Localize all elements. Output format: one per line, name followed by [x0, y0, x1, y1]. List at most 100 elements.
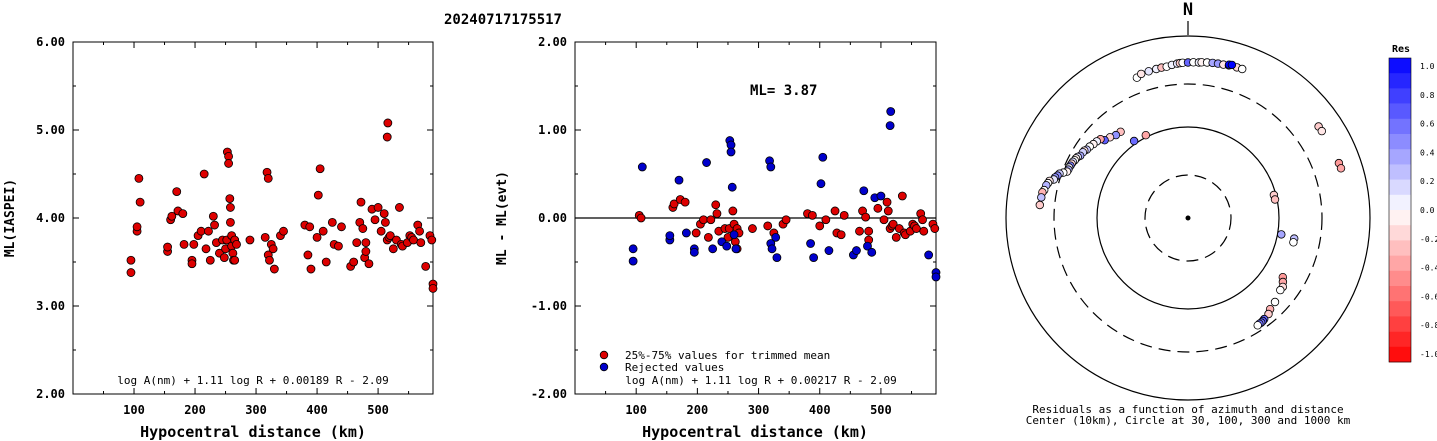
x-tick-label: 200 — [687, 403, 709, 417]
panel-ml-residual: -2.00 -1.00 0.00 1.00 2.00 100 200 300 400 500 M… — [495, 35, 941, 441]
data-point — [415, 226, 424, 236]
data-point — [912, 224, 921, 233]
data-point — [224, 159, 233, 168]
colorbar-cell — [1389, 58, 1411, 74]
legend-label-trimmed: 25%-75% values for trimmed mean — [625, 349, 830, 362]
circle-1000km — [1005, 35, 1371, 401]
data-point — [628, 244, 638, 254]
circle-100km — [1096, 126, 1280, 310]
data-point — [318, 226, 328, 236]
colorbar-cell — [1389, 103, 1411, 120]
data-point — [726, 147, 736, 157]
y-tick-label: -2.00 — [531, 387, 567, 401]
data-point — [427, 235, 437, 245]
data-point — [681, 228, 691, 238]
station-markers — [1035, 58, 1346, 330]
data-point — [379, 209, 389, 219]
y-tick-label: 4.00 — [36, 211, 65, 225]
station-marker — [1277, 230, 1286, 239]
colorbar-tick-label: 0.6 — [1420, 120, 1435, 129]
data-point — [416, 238, 426, 248]
legend-label-rejected: Rejected values — [625, 361, 724, 374]
formula-text: log A(nm) + 1.11 log R + 0.00189 R - 2.0… — [117, 374, 389, 387]
y-tick-label: -1.00 — [531, 299, 567, 313]
circle-300km — [1053, 83, 1323, 353]
data-point — [712, 209, 722, 219]
data-point — [327, 217, 337, 227]
x-tick-label: 300 — [245, 403, 267, 417]
data-point — [665, 231, 675, 241]
y-tick-label: 3.00 — [36, 299, 65, 313]
data-point — [383, 118, 393, 128]
circle-30km — [1144, 174, 1232, 262]
colorbar-cell — [1389, 194, 1411, 211]
data-point — [748, 224, 757, 233]
data-point — [361, 238, 371, 248]
y-tick-label: 2.00 — [36, 387, 65, 401]
data-point — [821, 215, 831, 225]
data-point — [876, 191, 886, 201]
formula-text: log A(nm) + 1.11 log R + 0.00217 R - 2.0… — [625, 374, 897, 387]
data-points — [628, 107, 941, 282]
colorbar-tick-label: 0.4 — [1420, 148, 1435, 157]
data-point — [680, 197, 690, 207]
colorbar-cell — [1389, 331, 1411, 348]
data-point — [818, 152, 828, 162]
colorbar-title: Res — [1392, 44, 1410, 55]
data-point — [187, 259, 197, 269]
data-point — [882, 197, 892, 207]
colorbar-tick-label: -0.2 — [1420, 235, 1437, 244]
station-marker — [1227, 60, 1237, 70]
colorbar-cell — [1389, 88, 1411, 104]
caption-line-2: Center (10km), Circle at 30, 100, 300 an… — [1026, 414, 1351, 427]
data-point — [836, 230, 846, 240]
station-marker — [1289, 238, 1298, 247]
data-point — [919, 226, 929, 236]
data-point — [852, 246, 861, 255]
data-point — [376, 226, 386, 236]
data-point — [364, 259, 374, 269]
data-point — [636, 213, 646, 223]
data-point — [873, 203, 883, 213]
data-points — [126, 118, 438, 293]
y-axis-label: ML(IASPEI) — [3, 179, 18, 257]
data-point — [305, 222, 315, 232]
data-point — [781, 215, 791, 225]
station-marker — [1129, 136, 1139, 146]
data-point — [674, 175, 684, 185]
ml-annotation: ML= 3.87 — [750, 83, 817, 99]
station-marker — [1144, 67, 1153, 76]
colorbar-tick-label: 0.2 — [1420, 177, 1435, 186]
data-point — [727, 182, 737, 192]
colorbar-tick-label: -1.0 — [1420, 350, 1437, 359]
data-point — [225, 194, 235, 204]
data-point — [931, 272, 941, 282]
data-point — [767, 244, 777, 254]
data-point — [226, 217, 235, 227]
data-point — [886, 107, 896, 116]
figure-title: 20240717175517 — [444, 12, 562, 28]
data-point — [201, 244, 211, 254]
data-point — [382, 132, 392, 142]
y-axis: 2.00 3.00 4.00 5.00 6.00 — [36, 35, 433, 401]
legend-marker-trimmed — [599, 350, 609, 360]
data-point — [702, 158, 711, 167]
y-tick-label: 0.00 — [538, 211, 567, 225]
data-point — [135, 197, 145, 207]
data-point — [126, 255, 136, 265]
data-point — [888, 219, 898, 229]
data-point — [313, 190, 323, 200]
data-point — [268, 244, 278, 254]
data-point — [839, 210, 849, 220]
data-point — [867, 247, 877, 257]
x-axis: 100 200 300 400 500 — [605, 42, 913, 417]
colorbar-cell — [1389, 73, 1411, 89]
data-point — [370, 215, 380, 225]
data-point — [409, 235, 418, 245]
data-point — [637, 162, 647, 172]
station-marker — [1141, 130, 1150, 140]
data-point — [163, 242, 172, 252]
data-point — [863, 241, 872, 251]
data-point — [167, 211, 177, 221]
data-point — [816, 179, 826, 189]
